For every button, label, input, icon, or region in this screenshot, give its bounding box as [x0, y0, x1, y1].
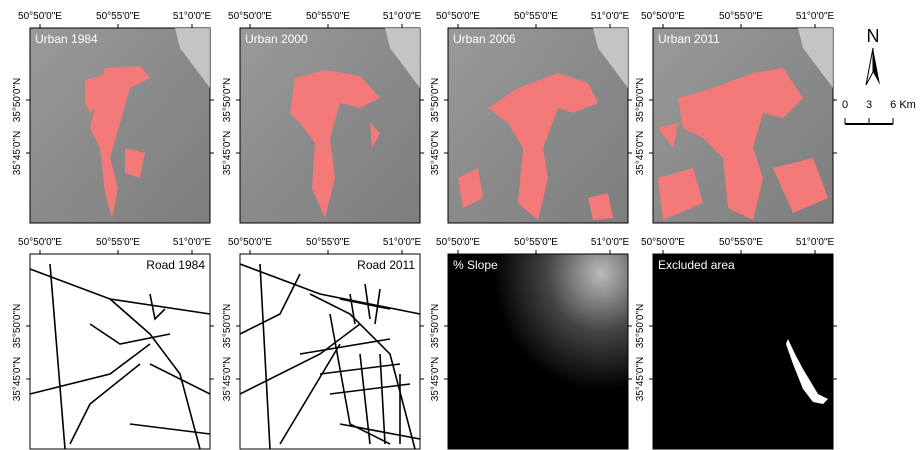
latitude-label: 35°50'0"N [430, 78, 441, 123]
map-panel: % Slope 50°50'0"E 50°55'0"E 51°0'0"E 35°50'0… [430, 237, 632, 449]
longitude-label: 51°0'0"E [591, 237, 630, 248]
longitude-label: 51°0'0"E [173, 11, 212, 22]
latitude-label: 35°45'0"N [12, 357, 23, 402]
longitude-label: 50°55'0"E [306, 237, 350, 248]
latitude-label: 35°45'0"N [222, 357, 233, 402]
scale-label: 6 Km [890, 99, 916, 111]
latitude-label: 35°50'0"N [635, 78, 646, 123]
map-panel: Urban 1984 50°50'0"E 50°55'0"E 51°0'0"E 35°5… [12, 11, 214, 223]
latitude-label: 35°50'0"N [222, 304, 233, 349]
longitude-label: 51°0'0"E [796, 11, 835, 22]
longitude-label: 50°55'0"E [514, 11, 558, 22]
map-panel: Road 2011 50°50'0"E 50°55'0"E 51°0'0"E 35°50… [222, 237, 424, 449]
longitude-label: 50°55'0"E [719, 237, 763, 248]
longitude-label: 50°50'0"E [18, 11, 62, 22]
scale-label: 3 [866, 99, 872, 111]
latitude-label: 35°45'0"N [222, 131, 233, 176]
longitude-label: 50°50'0"E [436, 237, 480, 248]
map-panel: Urban 2011 50°50'0"E 50°55'0"E 51°0'0"E 35°5… [635, 11, 837, 223]
scale-label: 0 [842, 99, 848, 111]
longitude-label: 51°0'0"E [796, 237, 835, 248]
longitude-label: 50°55'0"E [306, 11, 350, 22]
latitude-label: 35°50'0"N [12, 78, 23, 123]
longitude-label: 50°55'0"E [719, 11, 763, 22]
latitude-label: 35°50'0"N [222, 78, 233, 123]
latitude-label: 35°50'0"N [12, 304, 23, 349]
latitude-label: 35°45'0"N [635, 131, 646, 176]
longitude-label: 51°0'0"E [383, 11, 422, 22]
longitude-label: 50°50'0"E [228, 11, 272, 22]
latitude-label: 35°50'0"N [635, 304, 646, 349]
map-frame [30, 28, 210, 223]
panel-title: % Slope [453, 258, 498, 272]
longitude-label: 51°0'0"E [383, 237, 422, 248]
panel-title: Road 1984 [146, 258, 205, 272]
map-panel: Urban 2000 50°50'0"E 50°55'0"E 51°0'0"E 35°5… [222, 11, 424, 223]
longitude-label: 50°50'0"E [228, 237, 272, 248]
latitude-label: 35°45'0"N [430, 357, 441, 402]
longitude-label: 50°55'0"E [96, 237, 140, 248]
panel-title: Excluded area [658, 258, 735, 272]
panel-title: Urban 2000 [245, 32, 308, 46]
longitude-label: 50°50'0"E [436, 11, 480, 22]
longitude-label: 50°55'0"E [514, 237, 558, 248]
map-frame [448, 254, 628, 449]
latitude-label: 35°45'0"N [430, 131, 441, 176]
panel-title: Urban 1984 [35, 32, 98, 46]
latitude-label: 35°45'0"N [12, 131, 23, 176]
map-panel: Excluded area 50°50'0"E 50°55'0"E 51°0'0"E 3… [635, 237, 837, 449]
figure: N 0 3 6 Km Urban 1984 50°50'0"E 50°55'0"E 5… [0, 0, 924, 450]
map-panel: Urban 2006 50°50'0"E 50°55'0"E 51°0'0"E 35°5… [430, 11, 632, 223]
map-panel: Road 1984 50°50'0"E 50°55'0"E 51°0'0"E 35°50… [12, 237, 214, 449]
longitude-label: 50°50'0"E [18, 237, 62, 248]
longitude-label: 50°50'0"E [641, 237, 685, 248]
scale-bar: 0 3 6 Km [842, 99, 916, 124]
longitude-label: 51°0'0"E [173, 237, 212, 248]
north-label: N [867, 26, 880, 46]
map-frame [653, 254, 833, 449]
longitude-label: 51°0'0"E [591, 11, 630, 22]
map-frame [240, 254, 420, 449]
longitude-label: 50°55'0"E [96, 11, 140, 22]
north-arrow: N [866, 26, 880, 85]
latitude-label: 35°50'0"N [430, 304, 441, 349]
panel-title: Urban 2011 [658, 32, 720, 46]
latitude-label: 35°45'0"N [635, 357, 646, 402]
longitude-label: 50°50'0"E [641, 11, 685, 22]
panel-title: Road 2011 [357, 258, 415, 272]
panel-title: Urban 2006 [453, 32, 516, 46]
